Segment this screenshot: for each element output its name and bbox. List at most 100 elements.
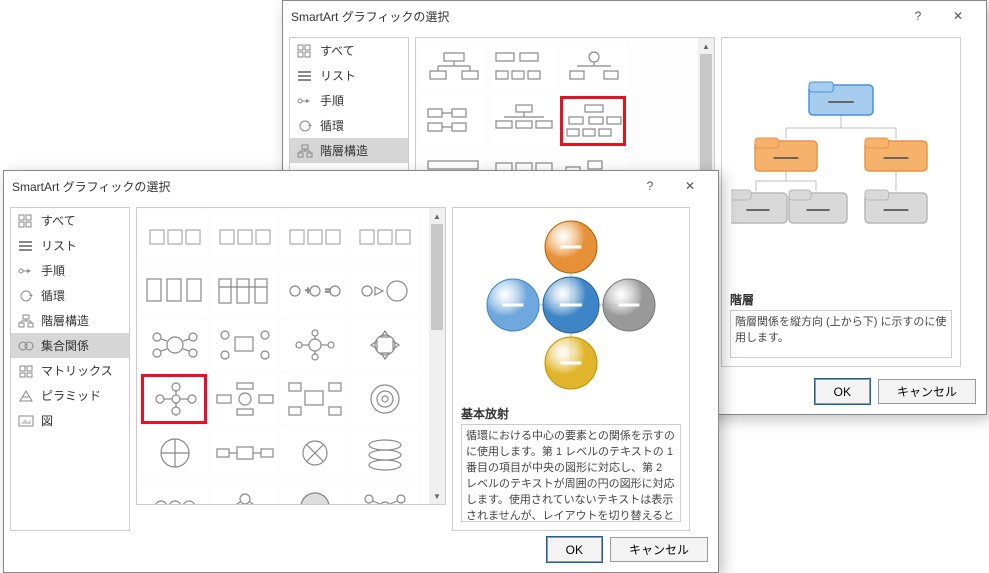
scroll-up-button[interactable]: ▲ <box>698 38 714 54</box>
preview-description: 循環における中心の要素との関係を示すのに使用します。第 1 レベルのテキストの … <box>461 424 681 522</box>
relationship-icon <box>17 338 35 354</box>
titlebar: SmartArt グラフィックの選択 ? ✕ <box>4 171 718 201</box>
layout-thumb[interactable] <box>281 212 347 262</box>
layout-thumb[interactable] <box>211 374 277 424</box>
category-label: リスト <box>41 237 77 254</box>
layout-thumb[interactable] <box>560 96 626 146</box>
category-item-relationship[interactable]: 集合関係 <box>11 333 129 358</box>
category-item-list[interactable]: リスト <box>11 233 129 258</box>
category-item-cycle[interactable]: 循環 <box>11 283 129 308</box>
layout-thumb[interactable] <box>351 212 417 262</box>
category-item-list[interactable]: リスト <box>290 63 408 88</box>
gallery-inner: += <box>137 208 429 504</box>
category-list: すべてリスト手順循環階層構造集合関係マトリックスピラミッド図 <box>10 207 130 531</box>
dialog-body: すべてリスト手順循環階層構造集合関係マトリックスピラミッド図 += ▲ ▼ 基本… <box>4 201 718 537</box>
category-label: 手順 <box>320 92 344 109</box>
radial-preview-svg <box>466 210 676 400</box>
category-item-pyramid[interactable]: ピラミッド <box>11 383 129 408</box>
layout-thumb[interactable] <box>351 320 417 370</box>
layout-thumb[interactable] <box>420 96 486 146</box>
category-label: 階層構造 <box>41 312 89 329</box>
hierarchy-icon <box>17 313 35 329</box>
category-item-all[interactable]: すべて <box>290 38 408 63</box>
hierarchy-preview-svg <box>731 73 951 253</box>
preview-description: 階層関係を縦方向 (上から下) に示すのに使用します。 <box>730 310 952 358</box>
ok-button[interactable]: OK <box>815 379 870 404</box>
list-icon <box>17 238 35 254</box>
layout-thumb[interactable] <box>560 42 626 92</box>
category-item-all[interactable]: すべて <box>11 208 129 233</box>
layout-thumb[interactable] <box>141 212 207 262</box>
category-item-hierarchy[interactable]: 階層構造 <box>290 138 408 163</box>
category-label: 循環 <box>320 117 344 134</box>
layout-gallery: += ▲ ▼ <box>136 207 446 505</box>
layout-thumb[interactable] <box>141 482 207 504</box>
cycle-icon <box>17 288 35 304</box>
category-item-matrix[interactable]: マトリックス <box>11 358 129 383</box>
layout-thumb[interactable] <box>281 482 347 504</box>
scroll-up-button[interactable]: ▲ <box>429 208 445 224</box>
all-icon <box>17 213 35 229</box>
category-label: マトリックス <box>41 362 113 379</box>
ok-button[interactable]: OK <box>547 537 602 562</box>
picture-icon <box>17 413 35 429</box>
scroll-thumb[interactable] <box>431 224 443 330</box>
category-label: 手順 <box>41 262 65 279</box>
dialog-title: SmartArt グラフィックの選択 <box>291 8 898 25</box>
layout-thumb[interactable] <box>211 482 277 504</box>
preview-pane: 階層 階層関係を縦方向 (上から下) に示すのに使用します。 <box>721 37 961 367</box>
process-icon <box>296 93 314 109</box>
close-button[interactable]: ✕ <box>938 1 978 31</box>
list-icon <box>296 68 314 84</box>
help-button[interactable]: ? <box>898 1 938 31</box>
all-icon <box>296 43 314 59</box>
layout-thumb[interactable] <box>351 266 417 316</box>
category-label: すべて <box>320 42 355 59</box>
category-item-process[interactable]: 手順 <box>11 258 129 283</box>
category-item-picture[interactable]: 図 <box>11 408 129 433</box>
category-label: ピラミッド <box>41 387 101 404</box>
layout-thumb[interactable] <box>141 374 207 424</box>
layout-thumb[interactable] <box>141 320 207 370</box>
layout-thumb[interactable] <box>211 428 277 478</box>
layout-thumb[interactable] <box>420 42 486 92</box>
layout-thumb[interactable] <box>211 212 277 262</box>
smartart-dialog-front: SmartArt グラフィックの選択 ? ✕ すべてリスト手順循環階層構造集合関… <box>3 170 719 573</box>
titlebar: SmartArt グラフィックの選択 ? ✕ <box>283 1 986 31</box>
category-item-cycle[interactable]: 循環 <box>290 113 408 138</box>
pyramid-icon <box>17 388 35 404</box>
preview-title: 階層 <box>722 287 960 310</box>
layout-thumb[interactable] <box>211 266 277 316</box>
scroll-track[interactable] <box>429 224 445 488</box>
preview-title: 基本放射 <box>453 401 689 424</box>
scroll-down-button[interactable]: ▼ <box>429 488 445 504</box>
help-button[interactable]: ? <box>630 171 670 201</box>
layout-thumb[interactable] <box>490 42 556 92</box>
category-label: 階層構造 <box>320 142 368 159</box>
layout-thumb[interactable] <box>211 320 277 370</box>
hierarchy-icon <box>296 143 314 159</box>
cancel-button[interactable]: キャンセル <box>610 537 708 562</box>
category-item-hierarchy[interactable]: 階層構造 <box>11 308 129 333</box>
category-label: 循環 <box>41 287 65 304</box>
layout-thumb[interactable] <box>281 374 347 424</box>
layout-thumb[interactable] <box>351 482 417 504</box>
layout-thumb[interactable] <box>141 428 207 478</box>
category-label: 集合関係 <box>41 337 89 354</box>
layout-thumb[interactable] <box>281 320 347 370</box>
dialog-footer: OK キャンセル <box>4 531 718 572</box>
category-label: リスト <box>320 67 356 84</box>
layout-thumb[interactable] <box>281 428 347 478</box>
gallery-scrollbar[interactable]: ▲ ▼ <box>429 208 445 504</box>
close-button[interactable]: ✕ <box>670 171 710 201</box>
process-icon <box>17 263 35 279</box>
layout-thumb[interactable] <box>141 266 207 316</box>
cancel-button[interactable]: キャンセル <box>878 379 976 404</box>
preview-pane: 基本放射 循環における中心の要素との関係を示すのに使用します。第 1 レベルのテ… <box>452 207 690 531</box>
layout-thumb[interactable]: += <box>281 266 347 316</box>
dialog-title: SmartArt グラフィックの選択 <box>12 178 630 195</box>
layout-thumb[interactable] <box>351 428 417 478</box>
layout-thumb[interactable] <box>351 374 417 424</box>
category-item-process[interactable]: 手順 <box>290 88 408 113</box>
layout-thumb[interactable] <box>490 96 556 146</box>
